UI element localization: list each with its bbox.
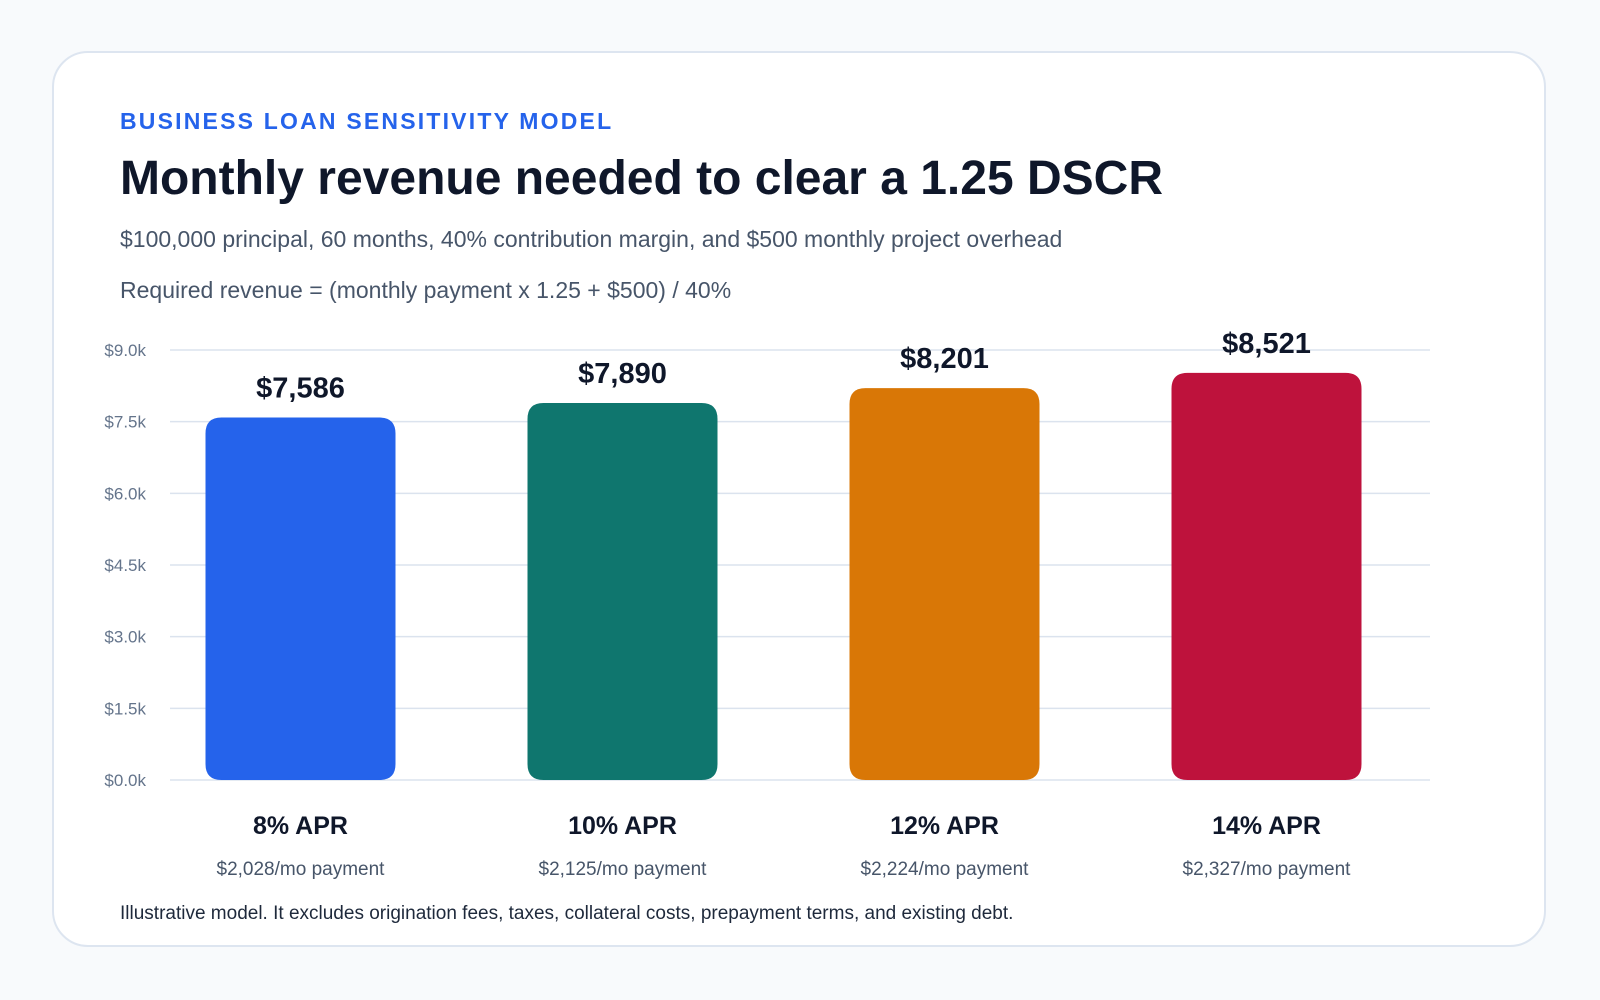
- bar-value-label: $8,201: [900, 343, 989, 375]
- payment-label: $2,125/mo payment: [539, 859, 708, 880]
- bar-labels: $7,586 8% APR $2,028/mo payment $7,890 10% A…: [217, 328, 1352, 880]
- y-tick-label: $1.5k: [104, 699, 146, 718]
- bar-3: [849, 388, 1040, 780]
- y-tick-label: $7.5k: [104, 413, 146, 432]
- y-tick-label: $9.0k: [104, 341, 146, 360]
- y-tick-label: $4.5k: [104, 556, 146, 575]
- bar-2: [527, 403, 718, 780]
- y-tick-label: $0.0k: [104, 771, 146, 790]
- payment-label: $2,327/mo payment: [1183, 859, 1352, 880]
- payment-label: $2,028/mo payment: [217, 859, 386, 880]
- bar-value-label: $8,521: [1222, 328, 1311, 360]
- chart-subtitle: $100,000 principal, 60 months, 40% contr…: [120, 226, 1063, 252]
- category-label: 10% APR: [568, 812, 677, 840]
- bar-1: [205, 417, 396, 780]
- category-label: 8% APR: [253, 812, 348, 840]
- bar-4: [1171, 372, 1362, 780]
- category-label: 14% APR: [1212, 812, 1321, 840]
- bar-value-label: $7,586: [256, 373, 345, 405]
- y-axis-ticks: $0.0k $1.5k $3.0k $4.5k $6.0k $7.5k $9.0k: [104, 341, 146, 790]
- payment-label: $2,224/mo payment: [861, 859, 1030, 880]
- category-label: 12% APR: [890, 812, 999, 840]
- bar-value-label: $7,890: [578, 358, 667, 390]
- eyebrow-label: BUSINESS LOAN SENSITIVITY MODEL: [120, 108, 614, 134]
- y-tick-label: $3.0k: [104, 628, 146, 647]
- footnote: Illustrative model. It excludes originat…: [120, 903, 1014, 924]
- formula-note: Required revenue = (monthly payment x 1.…: [120, 277, 732, 303]
- bars: [205, 372, 1362, 780]
- page-title: Monthly revenue needed to clear a 1.25 D…: [120, 152, 1163, 205]
- y-tick-label: $6.0k: [104, 484, 146, 503]
